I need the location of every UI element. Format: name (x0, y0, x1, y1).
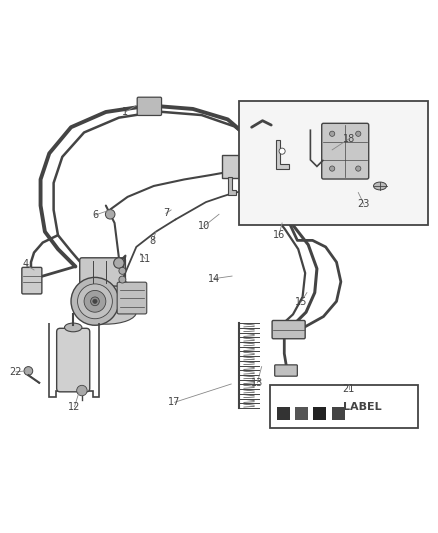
Text: 18: 18 (343, 134, 355, 144)
Text: 12: 12 (68, 402, 81, 411)
Text: 8: 8 (150, 236, 156, 246)
Text: 15: 15 (295, 297, 307, 307)
Circle shape (329, 166, 335, 171)
Circle shape (24, 367, 33, 375)
Ellipse shape (75, 300, 136, 324)
Circle shape (93, 299, 97, 303)
Text: 16: 16 (273, 230, 285, 240)
FancyBboxPatch shape (57, 328, 90, 392)
FancyBboxPatch shape (332, 407, 345, 419)
Circle shape (356, 131, 361, 136)
FancyBboxPatch shape (80, 258, 125, 286)
FancyBboxPatch shape (277, 407, 290, 419)
Text: 1: 1 (122, 107, 128, 117)
FancyBboxPatch shape (137, 97, 162, 116)
Circle shape (119, 276, 126, 283)
Circle shape (71, 277, 119, 325)
FancyBboxPatch shape (295, 407, 308, 419)
FancyBboxPatch shape (223, 155, 246, 178)
Circle shape (274, 206, 286, 218)
Text: 23: 23 (358, 199, 370, 209)
FancyBboxPatch shape (117, 282, 147, 314)
Text: LABEL: LABEL (343, 402, 381, 411)
Text: 6: 6 (92, 210, 98, 220)
Ellipse shape (64, 323, 82, 332)
FancyBboxPatch shape (322, 123, 369, 179)
Text: 10: 10 (198, 221, 210, 231)
Text: 17: 17 (169, 397, 181, 407)
Circle shape (91, 297, 99, 305)
Circle shape (78, 284, 113, 319)
Polygon shape (276, 140, 289, 168)
Text: 13: 13 (251, 378, 263, 387)
FancyBboxPatch shape (272, 320, 305, 339)
Text: 7: 7 (163, 208, 169, 219)
Text: 4: 4 (22, 260, 28, 269)
Text: 14: 14 (208, 273, 220, 284)
Circle shape (84, 290, 106, 312)
FancyBboxPatch shape (314, 407, 326, 419)
FancyBboxPatch shape (275, 365, 297, 376)
Ellipse shape (374, 182, 387, 190)
Text: 21: 21 (343, 384, 355, 394)
Circle shape (279, 148, 285, 154)
Ellipse shape (73, 277, 138, 321)
Circle shape (329, 131, 335, 136)
FancyBboxPatch shape (22, 268, 42, 294)
FancyBboxPatch shape (270, 385, 418, 429)
Text: 22: 22 (10, 367, 22, 377)
Polygon shape (228, 177, 237, 195)
FancyBboxPatch shape (239, 101, 428, 225)
Circle shape (119, 268, 126, 274)
Circle shape (106, 209, 115, 219)
Circle shape (114, 258, 124, 268)
Text: 11: 11 (139, 254, 151, 264)
Circle shape (77, 385, 87, 396)
Circle shape (356, 166, 361, 171)
